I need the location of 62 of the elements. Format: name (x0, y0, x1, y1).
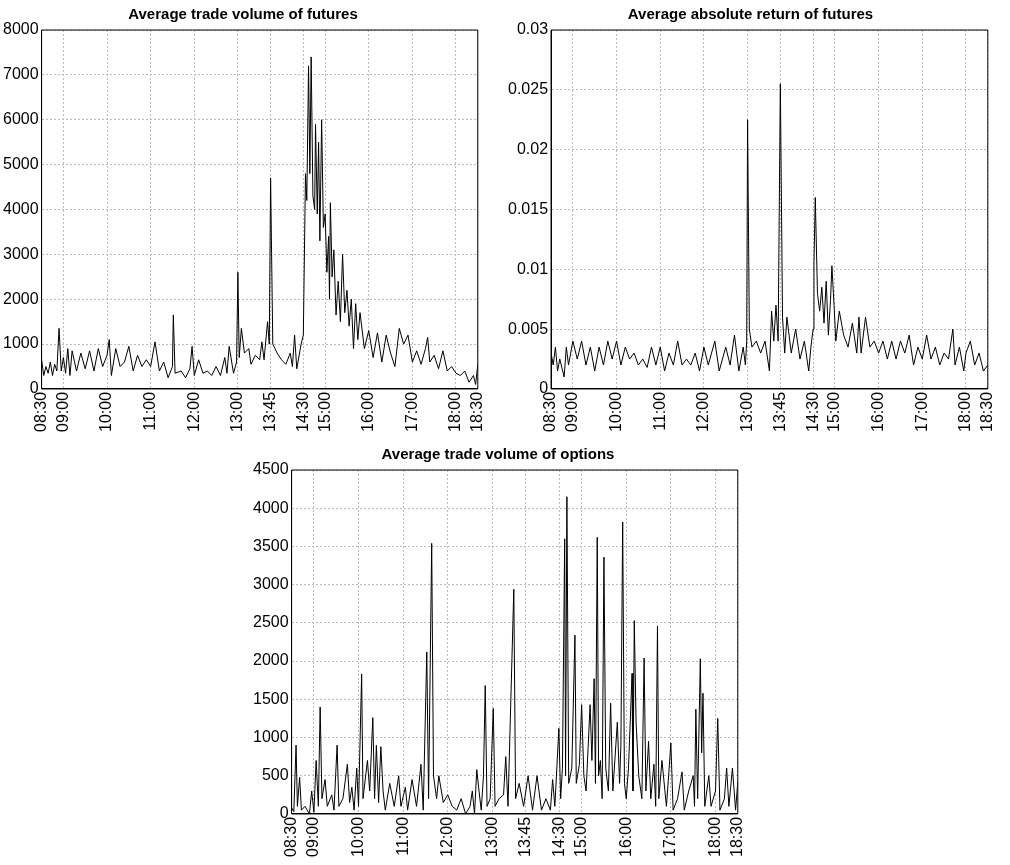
x-tick-label: 10:00 (606, 391, 624, 433)
x-tick-label: 15:00 (825, 391, 843, 433)
y-tick-label: 500 (261, 766, 289, 784)
y-tick-label: 7000 (3, 65, 39, 83)
x-tick-label: 16:00 (616, 816, 634, 858)
x-tick-label: 18:30 (468, 391, 486, 433)
y-tick-label: 5000 (3, 155, 39, 173)
x-tick-label: 10:00 (97, 391, 115, 433)
x-tick-label: 11:00 (650, 391, 668, 431)
y-tick-label: 3000 (253, 575, 289, 593)
x-tick-label: 12:00 (438, 816, 456, 858)
y-tick-label: 4000 (3, 199, 39, 217)
y-tick-label: 0.005 (507, 319, 549, 337)
y-tick-label: 2500 (253, 613, 289, 631)
y-tick-label: 4000 (253, 498, 289, 516)
y-tick-label: 2000 (3, 289, 39, 307)
x-tick-label: 13:45 (261, 391, 279, 433)
x-tick-label: 14:30 (293, 391, 311, 433)
x-tick-label: 17:00 (912, 391, 930, 433)
y-tick-label: 3000 (3, 244, 39, 262)
x-tick-label: 13:00 (737, 391, 755, 433)
chart-title: Average absolute return of futures (627, 5, 874, 23)
x-tick-label: 15:00 (572, 816, 590, 858)
x-tick-label: 18:30 (978, 391, 996, 433)
x-tick-label: 15:00 (315, 391, 333, 433)
y-tick-label: 3500 (253, 536, 289, 554)
x-tick-label: 10:00 (348, 816, 366, 858)
x-tick-label: 09:00 (304, 816, 322, 858)
chart-title: Average trade volume of futures (128, 5, 358, 23)
x-tick-label: 13:00 (228, 391, 246, 433)
y-tick-label: 0.025 (507, 80, 549, 98)
x-tick-label: 13:45 (770, 391, 788, 433)
x-tick-label: 12:00 (184, 391, 202, 433)
x-tick-label: 09:00 (563, 391, 581, 433)
x-tick-label: 18:00 (705, 816, 723, 858)
x-tick-label: 17:00 (661, 816, 679, 858)
y-tick-label: 0.02 (516, 140, 549, 158)
y-tick-label: 2000 (253, 651, 289, 669)
y-tick-label: 1000 (3, 334, 39, 352)
x-tick-label: 11:00 (393, 816, 411, 856)
y-tick-label: 0.015 (507, 199, 549, 217)
y-tick-label: 1500 (253, 689, 289, 707)
y-tick-label: 0.01 (516, 259, 549, 277)
y-tick-label: 4500 (253, 460, 289, 478)
x-tick-label: 14:30 (803, 391, 821, 433)
x-tick-label: 18:30 (728, 816, 746, 858)
chart-title: Average trade volume of options (381, 445, 615, 463)
x-tick-label: 18:00 (956, 391, 974, 433)
y-tick-label: 6000 (3, 110, 39, 128)
y-tick-label: 8000 (3, 20, 39, 38)
x-tick-label: 11:00 (141, 391, 159, 431)
x-tick-label: 18:00 (446, 391, 464, 433)
y-tick-label: 1000 (253, 727, 289, 745)
y-tick-label: 0.03 (516, 20, 549, 38)
x-tick-label: 12:00 (694, 391, 712, 433)
x-tick-label: 13:45 (516, 816, 534, 858)
x-tick-label: 16:00 (869, 391, 887, 433)
x-tick-label: 13:00 (482, 816, 500, 858)
x-tick-label: 17:00 (402, 391, 420, 433)
x-tick-label: 09:00 (53, 391, 71, 433)
x-tick-label: 16:00 (359, 391, 377, 433)
x-tick-label: 14:30 (549, 816, 567, 858)
